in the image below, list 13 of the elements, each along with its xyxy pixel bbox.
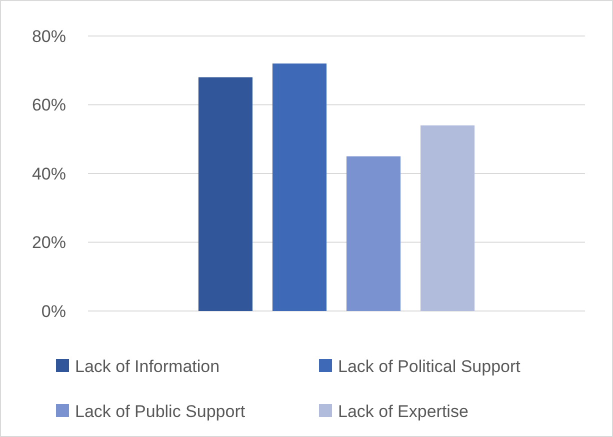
- legend-label: Lack of Political Support: [338, 356, 521, 376]
- bar: [198, 77, 252, 311]
- legend-label: Lack of Expertise: [338, 402, 468, 421]
- y-tick-label: 80%: [32, 26, 66, 46]
- y-tick-label: 20%: [32, 233, 66, 252]
- bar: [272, 64, 327, 311]
- legend-label: Lack of Public Support: [75, 402, 246, 421]
- y-tick-label: 60%: [32, 96, 66, 115]
- y-tick-label: 40%: [32, 164, 66, 184]
- legend-label: Lack of Information: [75, 356, 220, 376]
- bar: [346, 156, 401, 311]
- y-tick-label: 0%: [41, 302, 66, 321]
- bar: [420, 125, 475, 311]
